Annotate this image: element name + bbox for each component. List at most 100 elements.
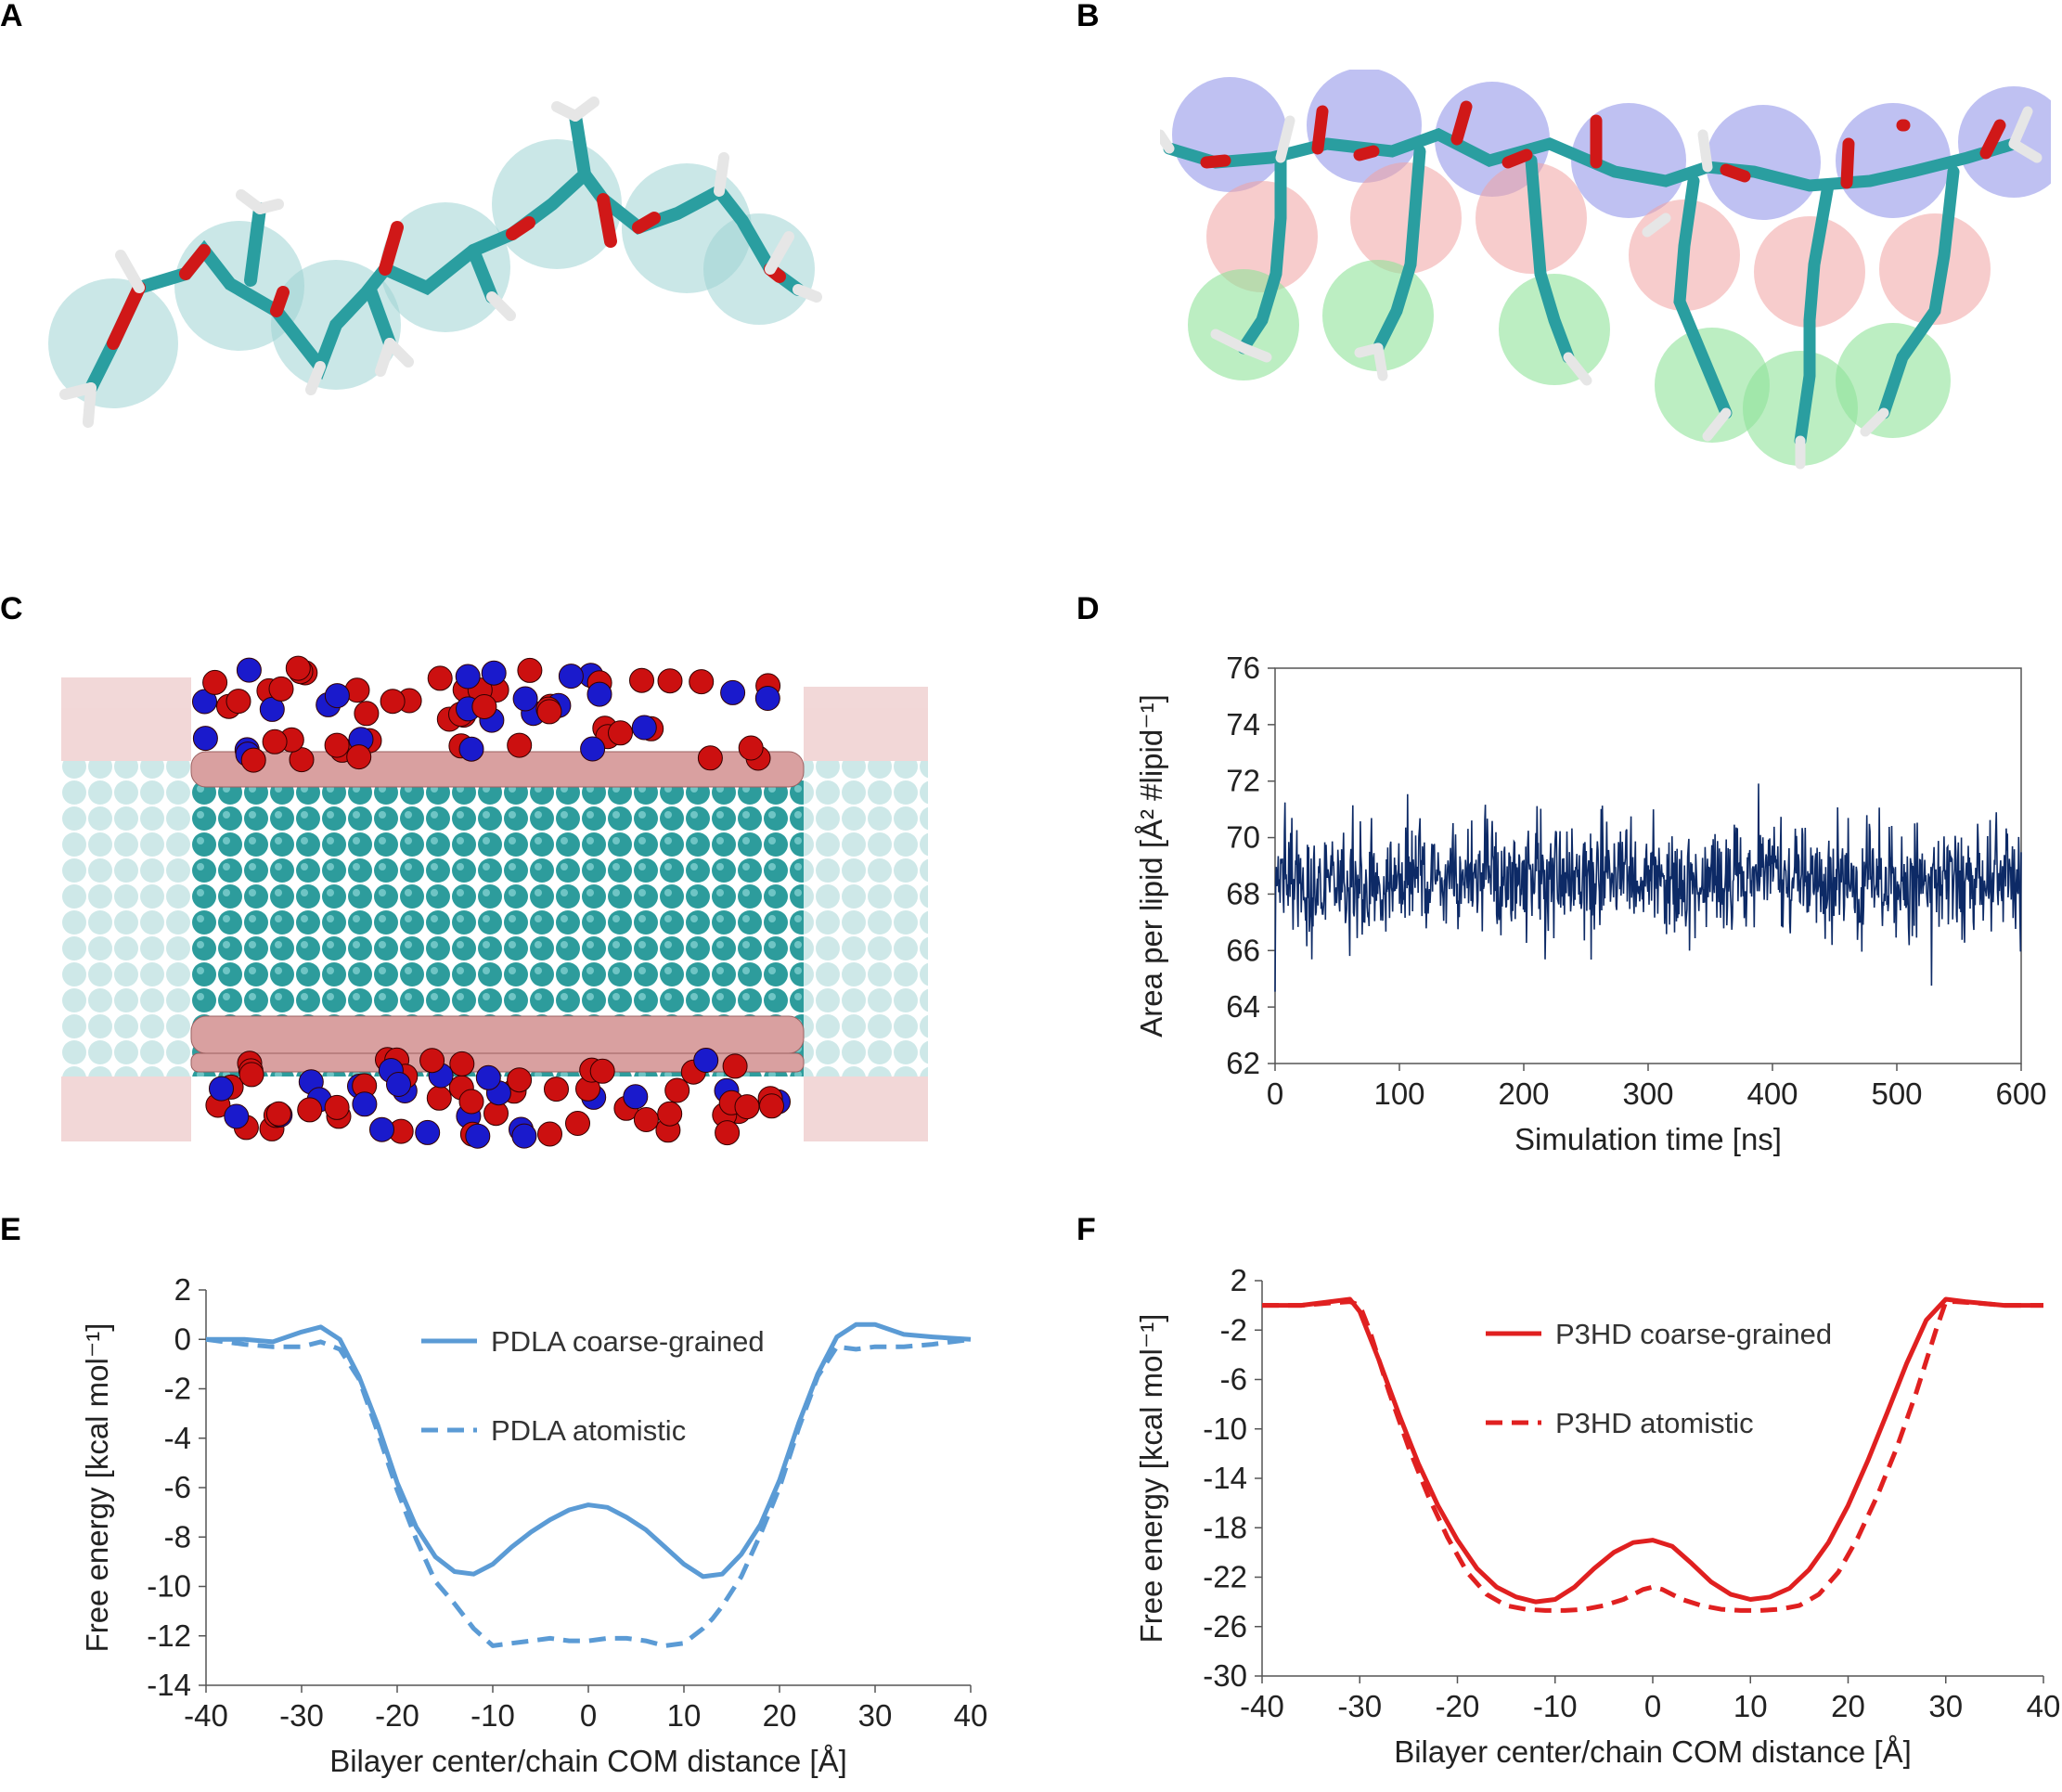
y-tick-label: -6 (164, 1470, 191, 1504)
headgroup-bead-top (285, 655, 311, 681)
headgroup-bead-top (324, 683, 350, 709)
x-tick-label: 400 (1746, 1076, 1798, 1111)
headgroup-bead-bottom (369, 1116, 394, 1142)
x-tick-label: 20 (763, 1698, 797, 1733)
series-line-atomistic (1262, 1299, 2043, 1613)
headgroup-bead-bottom (297, 1097, 323, 1123)
headgroup-bead-top (455, 664, 481, 690)
bilayer-snapshot-image (61, 655, 928, 1149)
y-tick-label: 2 (174, 1272, 191, 1307)
x-tick-label: 40 (954, 1698, 988, 1733)
x-tick-label: 30 (1928, 1689, 1963, 1723)
y-tick-label: 74 (1226, 707, 1260, 741)
headgroup-bead-bottom (324, 1094, 350, 1120)
y-axis-label: Free energy [kcal mol⁻¹] (1134, 1314, 1168, 1644)
headgroup-bead-bottom (449, 1051, 475, 1076)
headgroup-beads (192, 655, 791, 1149)
bonds-b (1163, 127, 2020, 447)
headgroup-bead-bottom (565, 1111, 590, 1136)
headgroup-bead-bottom (693, 1048, 719, 1073)
headgroup-bead-top (427, 665, 453, 691)
headgroup-bead-top (202, 669, 228, 695)
p3hd-molecule-image (1160, 70, 2051, 470)
headgroup-bead-top (629, 667, 654, 693)
y-tick-label: -26 (1203, 1609, 1247, 1644)
panel-label-b: B (1076, 0, 1100, 33)
headgroup-bead-top (631, 715, 657, 741)
legend-label: P3HD coarse-grained (1555, 1318, 1832, 1350)
headgroup-bead-top (192, 726, 218, 752)
legend-label: PDLA coarse-grained (491, 1325, 765, 1358)
panel-label-d: D (1076, 591, 1100, 626)
headgroup-bead-top (558, 664, 584, 690)
headgroup-bead-top (507, 732, 533, 758)
x-tick-label: -30 (1337, 1689, 1382, 1723)
headgroup-bead-top (586, 681, 612, 707)
chart-e: -40 -30 -20 -10 0 10 20 30 40-14-12-10-8-6-4-202… (80, 1272, 988, 1778)
x-tick-label: 0 (580, 1698, 597, 1733)
headgroup-bead-top (240, 747, 266, 773)
headgroup-bead-top (580, 736, 606, 762)
headgroup-bead-top (481, 660, 507, 686)
headgroup-bead-bottom (265, 1101, 291, 1127)
headgroup-bead-top (226, 689, 251, 715)
headgroup-bead-top (657, 668, 683, 694)
headgroup-bead-bottom (664, 1077, 690, 1103)
x-tick-label: -40 (1240, 1689, 1284, 1723)
headgroup-bead-top (754, 686, 780, 711)
headgroup-bead-bottom (419, 1048, 445, 1074)
chart-f: -40 -30 -20 -10 0 10 20 30 40-30-26-22-18-14-10-… (1134, 1263, 2060, 1769)
x-tick-label: -40 (184, 1698, 228, 1733)
x-axis-label: Simulation time [ns] (1514, 1122, 1782, 1156)
headgroup-bead-bottom (415, 1119, 441, 1145)
chart-d: 0 100 200 300 400 500 600 62 64 66 68 70 72 74 76 Simul… (1134, 651, 2047, 1156)
y-tick-label: -2 (1220, 1312, 1247, 1347)
panel-label-a: A (0, 0, 23, 33)
headgroup-bead-top (608, 720, 633, 746)
headgroup-bead-top (268, 676, 294, 702)
headgroup-bead-bottom (426, 1085, 452, 1111)
headgroup-bead-bottom (589, 1058, 615, 1084)
x-tick-label: 10 (667, 1698, 702, 1733)
y-tick-label: 64 (1226, 989, 1260, 1024)
x-tick-label: -10 (470, 1698, 515, 1733)
x-tick-label: 10 (1733, 1689, 1768, 1723)
headgroup-bead-top (380, 689, 406, 715)
y-tick-label: 76 (1226, 651, 1260, 685)
pdla-molecule-image (48, 97, 822, 428)
headgroup-bead-top (324, 732, 350, 758)
headgroup-bead-top (536, 699, 562, 725)
headgroup-bead-bottom (715, 1120, 741, 1146)
headgroup-bead-bottom (238, 1062, 264, 1088)
panel-label-e: E (0, 1212, 21, 1247)
headgroup-bead-bottom (507, 1067, 533, 1093)
headgroup-bead-bottom (386, 1072, 411, 1097)
y-tick-label: -4 (164, 1421, 191, 1455)
x-tick-label: -10 (1533, 1689, 1578, 1723)
headgroup-bead-bottom (759, 1093, 784, 1119)
headgroup-bead-top (354, 701, 380, 727)
periodic-image-left (61, 677, 191, 1141)
headgroup-bead-top (262, 728, 288, 754)
y-tick-label: -22 (1203, 1560, 1247, 1594)
headgroup-bead-bottom (458, 1089, 484, 1115)
headgroup-bead-bottom (633, 1107, 659, 1132)
y-tick-label: -14 (147, 1668, 191, 1702)
y-tick-label: 66 (1226, 933, 1260, 967)
x-tick-label: 0 (1267, 1076, 1283, 1111)
y-tick-label: -10 (1203, 1412, 1247, 1446)
y-tick-label: -6 (1220, 1362, 1247, 1397)
oxygen-atoms-b (1200, 100, 2006, 189)
headgroup-bead-bottom (475, 1064, 501, 1090)
headgroup-bead-top (458, 736, 484, 762)
y-tick-label: -18 (1203, 1510, 1247, 1544)
y-tick-label: 0 (174, 1321, 191, 1356)
series-line-atomistic (205, 1336, 972, 1648)
headgroup-bead-top (689, 669, 715, 695)
headgroup-bead-bottom (352, 1091, 378, 1117)
headgroup-bead-top (512, 686, 538, 712)
headgroup-bead-top (346, 744, 372, 770)
y-axis-label: Free energy [kcal mol⁻¹] (80, 1323, 114, 1653)
headgroup-bead-top (471, 694, 497, 719)
y-tick-label: 72 (1226, 764, 1260, 798)
